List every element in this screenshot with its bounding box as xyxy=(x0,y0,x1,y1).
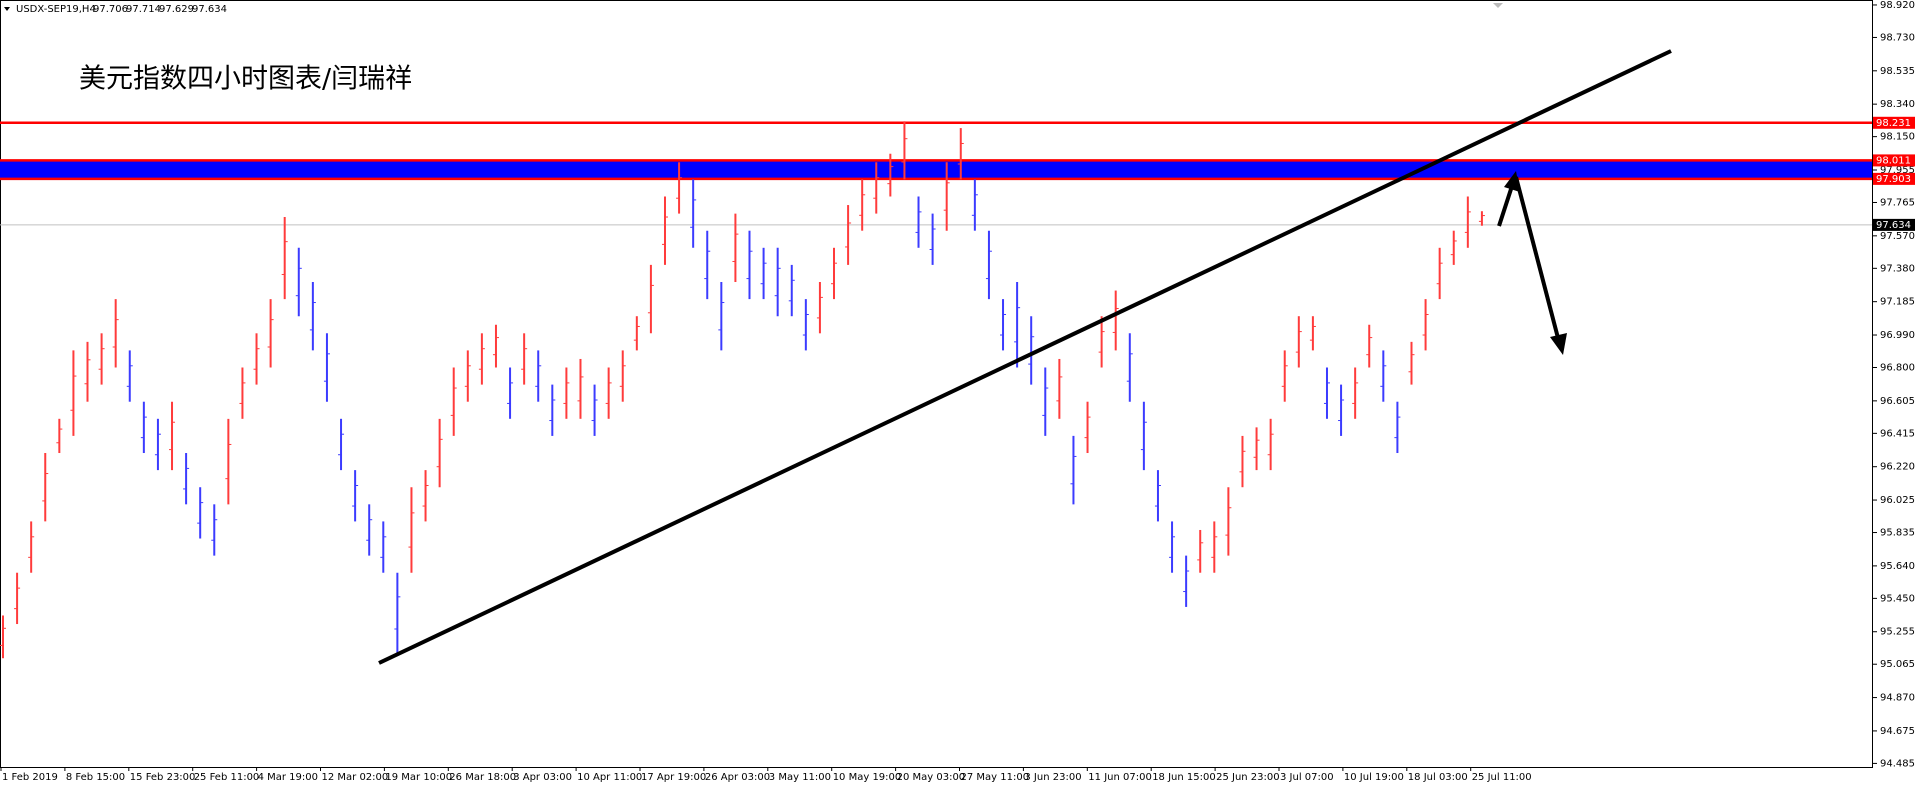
y-tick-label: 95.640 xyxy=(1880,561,1915,572)
x-tick-label: 26 Mar 18:00 xyxy=(449,772,516,783)
y-tick-label: 98.730 xyxy=(1880,32,1915,43)
arrow-up-head xyxy=(1504,171,1520,192)
x-tick-label: 1 Feb 2019 xyxy=(2,772,58,783)
x-tick-label: 19 Mar 10:00 xyxy=(385,772,452,783)
quote-open: 97.706 xyxy=(93,4,128,15)
arrow-down xyxy=(1514,176,1560,339)
plot xyxy=(0,121,1872,659)
y-tick-label: 96.025 xyxy=(1880,495,1915,506)
x-tick-label: 10 Jul 19:00 xyxy=(1344,772,1404,783)
resistance-label: 98.231 xyxy=(1876,118,1911,129)
chart-title: 美元指数四小时图表/闫瑞祥 xyxy=(79,64,412,95)
y-tick-label: 98.535 xyxy=(1880,66,1915,77)
y-tick-label: 94.485 xyxy=(1880,758,1915,769)
y-tick-label: 96.605 xyxy=(1880,396,1915,407)
current-price-label: 97.634 xyxy=(1876,220,1911,231)
band-low-label-box xyxy=(1873,172,1915,185)
x-tick-label: 10 May 19:00 xyxy=(833,772,902,783)
y-tick-label: 95.065 xyxy=(1880,659,1915,670)
x-tick-label: 18 Jun 15:00 xyxy=(1152,772,1216,783)
menu-arrow[interactable] xyxy=(4,7,10,11)
band-high-label: 98.011 xyxy=(1876,155,1911,166)
x-tick-label: 25 Jul 11:00 xyxy=(1472,772,1532,783)
resistance-label-box xyxy=(1873,116,1915,129)
annotations xyxy=(378,49,1672,665)
y-tick-label: 97.955 xyxy=(1880,165,1915,176)
x-tick-label: 8 Feb 15:00 xyxy=(66,772,125,783)
x-tick-label: 11 Jun 07:00 xyxy=(1088,772,1152,783)
y-tick-label: 94.870 xyxy=(1880,693,1915,704)
y-tick-label: 95.835 xyxy=(1880,528,1915,539)
band-low-label: 97.903 xyxy=(1876,174,1911,185)
x-tick-label: 25 Feb 11:00 xyxy=(194,772,260,783)
y-tick-label: 97.185 xyxy=(1880,297,1915,308)
symbol: USDX-SEP19,H4 xyxy=(16,4,96,15)
x-tick-label: 15 Feb 23:00 xyxy=(130,772,196,783)
y-tick-label: 94.675 xyxy=(1880,726,1915,737)
x-tick-label: 26 Apr 03:00 xyxy=(705,772,770,783)
y-tick-label: 97.570 xyxy=(1880,231,1915,242)
supply-band xyxy=(0,160,1872,179)
plot-frame xyxy=(0,0,1873,768)
quote-high: 97.714 xyxy=(126,4,161,15)
y-tick-label: 97.380 xyxy=(1880,263,1915,274)
y-tick-label: 96.415 xyxy=(1880,428,1915,439)
x-tick-label: 4 Mar 19:00 xyxy=(258,772,318,783)
x-tick-label: 3 Jun 23:00 xyxy=(1024,772,1081,783)
current-price-label-box xyxy=(1873,218,1915,231)
x-tick-label: 17 Apr 19:00 xyxy=(641,772,706,783)
y-tick-label: 96.220 xyxy=(1880,462,1915,473)
trend-line xyxy=(378,49,1672,665)
y-tick-label: 98.150 xyxy=(1880,132,1915,143)
y-tick-label: 96.990 xyxy=(1880,330,1915,341)
x-tick-label: 27 May 11:00 xyxy=(961,772,1030,783)
y-tick-label: 97.765 xyxy=(1880,197,1915,208)
x-tick-label: 18 Jul 03:00 xyxy=(1408,772,1468,783)
y-tick-label: 95.450 xyxy=(1880,593,1915,604)
quote-close: 97.634 xyxy=(192,4,227,15)
shift-marker xyxy=(1493,3,1503,8)
x-tick-label: 25 Jun 23:00 xyxy=(1216,772,1280,783)
x-tick-label: 12 Mar 02:00 xyxy=(322,772,389,783)
band-high-label-box xyxy=(1873,154,1915,167)
arrow-up xyxy=(1497,185,1514,227)
quote-low: 97.629 xyxy=(159,4,194,15)
y-tick-label: 96.800 xyxy=(1880,363,1915,374)
x-tick-label: 3 Jul 07:00 xyxy=(1280,772,1334,783)
arrow-down-head xyxy=(1550,333,1567,355)
x-tick-label: 3 Apr 03:00 xyxy=(513,772,572,783)
y-tick-label: 98.340 xyxy=(1880,99,1915,110)
x-tick-label: 3 May 11:00 xyxy=(769,772,831,783)
x-tick-label: 20 May 03:00 xyxy=(897,772,966,783)
x-tick-label: 10 Apr 11:00 xyxy=(577,772,642,783)
y-tick-label: 95.255 xyxy=(1880,627,1915,638)
y-tick-label: 98.920 xyxy=(1880,0,1915,11)
